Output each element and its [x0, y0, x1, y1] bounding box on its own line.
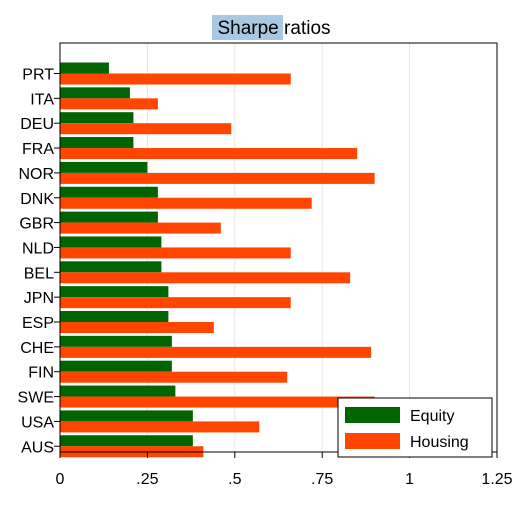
x-tick-label: 1	[405, 471, 414, 488]
x-axis: 0 .25 .5 .75 1 1.25	[56, 452, 513, 488]
housing-bar-prt	[60, 73, 291, 85]
equity-bar-esp	[60, 311, 169, 322]
y-tick-label-nor: NOR	[18, 166, 54, 183]
y-tick-label-dnk: DNK	[20, 191, 54, 208]
equity-bar-gbr	[60, 211, 158, 223]
equity-bar-che	[60, 335, 172, 347]
y-tick-label-usa: USA	[21, 414, 54, 431]
equity-bar-dnk	[60, 186, 158, 198]
y-tick-label-nld: NLD	[22, 240, 54, 257]
y-tick-label-prt: PRT	[22, 67, 54, 84]
chart-title: Sharpe ratios	[217, 18, 330, 39]
housing-bar-swe	[60, 396, 375, 408]
equity-bar-fin	[60, 360, 172, 372]
y-tick-label-jpn: JPN	[24, 290, 54, 307]
y-tick-label-gbr: GBR	[19, 216, 54, 233]
legend-label-equity: Equity	[410, 408, 454, 425]
x-tick-label: .5	[228, 471, 241, 488]
legend: Equity Housing	[337, 397, 493, 458]
legend-swatch-equity	[345, 407, 400, 423]
y-tick-label-fin: FIN	[28, 365, 54, 382]
housing-bar-esp	[60, 322, 214, 333]
x-tick-label: .25	[136, 471, 158, 488]
equity-bar-ita	[60, 87, 130, 99]
equity-bar-nor	[60, 161, 148, 173]
equity-bar-fra	[60, 137, 134, 149]
y-tick-label-deu: DEU	[20, 116, 54, 133]
equity-bar-aus	[60, 435, 193, 447]
bars	[60, 62, 375, 458]
x-tick-label: .75	[311, 471, 333, 488]
legend-label-housing: Housing	[410, 434, 469, 451]
housing-bar-nor	[60, 172, 375, 184]
housing-bar-che	[60, 346, 372, 358]
housing-bar-fin	[60, 371, 288, 383]
y-tick-label-swe: SWE	[18, 390, 54, 407]
equity-bar-jpn	[60, 286, 169, 298]
housing-bar-jpn	[60, 297, 291, 309]
housing-bar-deu	[60, 123, 232, 135]
chart-title-rest: ratios	[279, 18, 331, 39]
equity-bar-deu	[60, 112, 134, 124]
housing-bar-ita	[60, 98, 158, 110]
housing-bar-usa	[60, 421, 260, 433]
legend-swatch-housing	[345, 433, 400, 449]
x-tick-label: 0	[56, 471, 65, 488]
equity-bar-nld	[60, 236, 162, 248]
housing-bar-nld	[60, 247, 291, 259]
equity-bar-prt	[60, 62, 109, 74]
housing-bar-gbr	[60, 222, 221, 234]
chart-title-highlight: Sharpe	[217, 18, 278, 39]
housing-bar-dnk	[60, 197, 312, 209]
y-tick-label-bel: BEL	[24, 265, 54, 282]
housing-bar-bel	[60, 272, 351, 284]
y-tick-label-ita: ITA	[30, 91, 54, 108]
equity-bar-usa	[60, 410, 193, 422]
y-tick-label-fra: FRA	[22, 141, 54, 158]
equity-bar-bel	[60, 261, 162, 273]
equity-bar-swe	[60, 385, 176, 397]
title-highlight	[212, 15, 283, 40]
x-tick-label: 1.25	[481, 471, 512, 488]
y-tick-label-esp: ESP	[22, 315, 54, 332]
housing-bar-fra	[60, 148, 358, 160]
y-tick-label-che: CHE	[20, 340, 54, 357]
y-axis-labels: PRT ITA DEU FRA NOR DNK GBR NLD BEL JPN ESP CHE FIN S…	[18, 67, 60, 456]
y-tick-label-aus: AUS	[21, 439, 54, 456]
